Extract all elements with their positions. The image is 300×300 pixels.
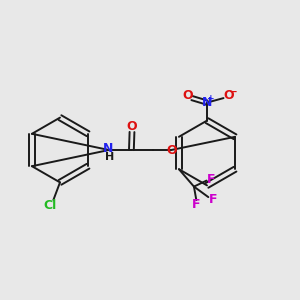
Text: F: F [191,198,200,212]
Text: N: N [103,142,113,155]
Text: H: H [105,152,114,162]
Text: O: O [127,120,137,134]
Text: O: O [223,88,234,102]
Text: +: + [207,94,214,103]
Text: F: F [209,193,218,206]
Text: −: − [229,86,238,97]
Text: O: O [166,143,177,157]
Text: F: F [206,172,215,186]
Text: Cl: Cl [43,200,56,212]
Text: O: O [182,88,193,102]
Text: N: N [202,96,212,109]
